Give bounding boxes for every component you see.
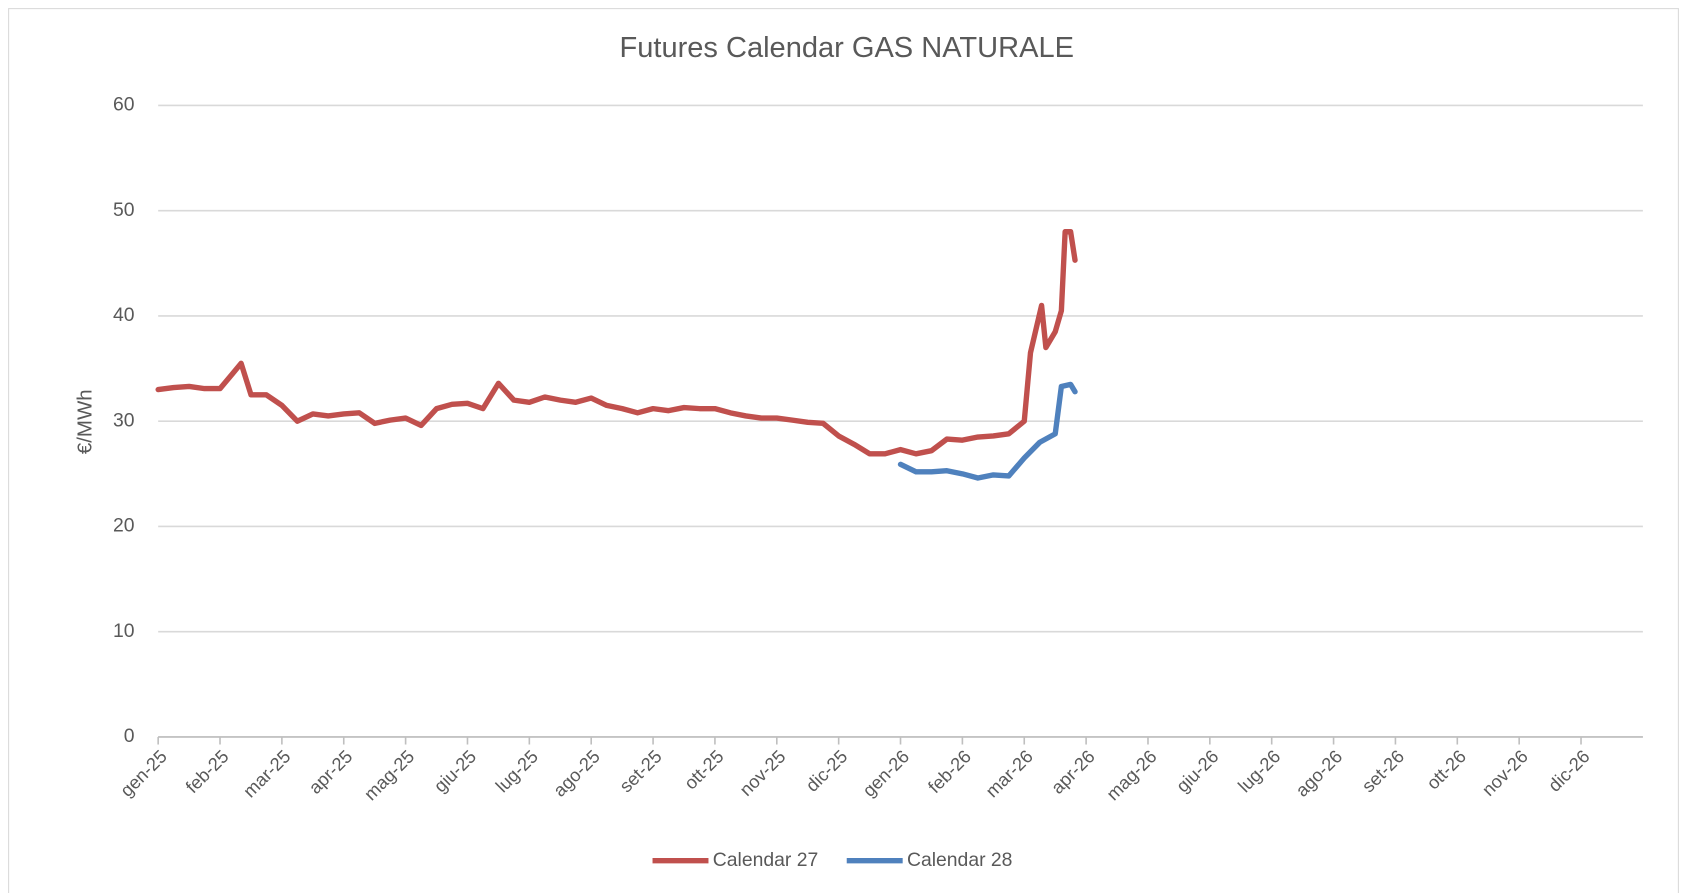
y-tick-label: 50 — [113, 199, 135, 221]
y-tick-label: 30 — [113, 409, 135, 431]
y-tick-label: 10 — [113, 620, 135, 642]
series-line — [155, 229, 1078, 457]
y-tick-label: 60 — [113, 94, 135, 116]
legend-label: Calendar 28 — [907, 849, 1012, 871]
series-line — [897, 381, 1078, 481]
y-tick-label: 20 — [113, 515, 135, 537]
chart-frame — [8, 8, 1679, 893]
y-axis-label: €/MWh — [73, 389, 96, 454]
chart-title: Futures Calendar GAS NATURALE — [620, 32, 1074, 64]
y-tick-label: 0 — [124, 725, 135, 747]
y-tick-label: 40 — [113, 304, 135, 326]
legend-label: Calendar 27 — [713, 849, 818, 871]
